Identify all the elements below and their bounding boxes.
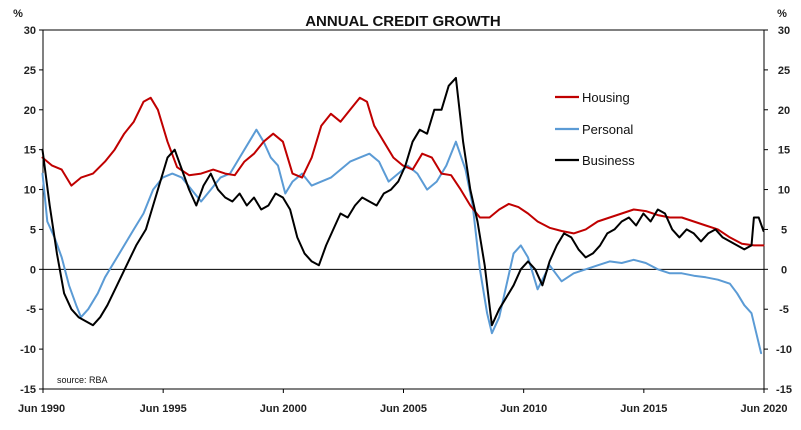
source-note: source: RBA <box>57 375 108 385</box>
series-layer <box>41 76 765 355</box>
left-tick-label: 0 <box>30 264 36 276</box>
right-tick-label: 0 <box>781 264 787 276</box>
right-tick-label: -15 <box>776 384 792 396</box>
series-line-personal <box>41 128 763 355</box>
right-axis: 30 25 20 15 10 5 0 -5 -10 -15 <box>764 25 792 396</box>
left-tick-label: 25 <box>24 65 36 77</box>
left-tick-label: 15 <box>24 145 36 157</box>
left-axis-unit: % <box>13 8 23 20</box>
series-line-housing <box>41 96 765 247</box>
x-tick-label: Jun 2020 <box>740 403 787 415</box>
right-axis-unit: % <box>777 8 787 20</box>
right-tick-label: 5 <box>781 224 787 236</box>
left-tick-label: 5 <box>30 224 36 236</box>
right-tick-label: -10 <box>776 344 792 356</box>
x-tick-label: Jun 2010 <box>500 403 547 415</box>
left-tick-label: -5 <box>26 304 36 316</box>
left-tick-label: -15 <box>20 384 36 396</box>
x-tick-label: Jun 1990 <box>18 403 65 415</box>
x-tick-label: Jun 1995 <box>140 403 187 415</box>
x-tick-label: Jun 2015 <box>620 403 667 415</box>
right-tick-label: 30 <box>778 25 790 37</box>
left-tick-label: 20 <box>24 105 36 117</box>
legend: Housing Personal Business <box>555 90 635 168</box>
left-axis: 30 25 20 15 10 5 0 -5 -10 -15 <box>20 25 43 396</box>
right-tick-label: 10 <box>778 185 790 197</box>
right-tick-label: 25 <box>778 65 790 77</box>
legend-label-business: Business <box>582 153 635 168</box>
x-axis: Jun 1990 Jun 1995 Jun 2000 Jun 2005 Jun 2010… <box>18 389 788 415</box>
left-tick-label: 10 <box>24 185 36 197</box>
x-tick-label: Jun 2005 <box>380 403 427 415</box>
series-line-business <box>41 76 765 327</box>
right-tick-label: 20 <box>778 105 790 117</box>
right-tick-label: 15 <box>778 145 790 157</box>
x-tick-label: Jun 2000 <box>260 403 307 415</box>
right-tick-label: -5 <box>779 304 789 316</box>
legend-label-personal: Personal <box>582 122 633 137</box>
chart-title: ANNUAL CREDIT GROWTH <box>305 13 501 30</box>
left-tick-label: 30 <box>24 25 36 37</box>
left-tick-label: -10 <box>20 344 36 356</box>
legend-label-housing: Housing <box>582 90 630 105</box>
